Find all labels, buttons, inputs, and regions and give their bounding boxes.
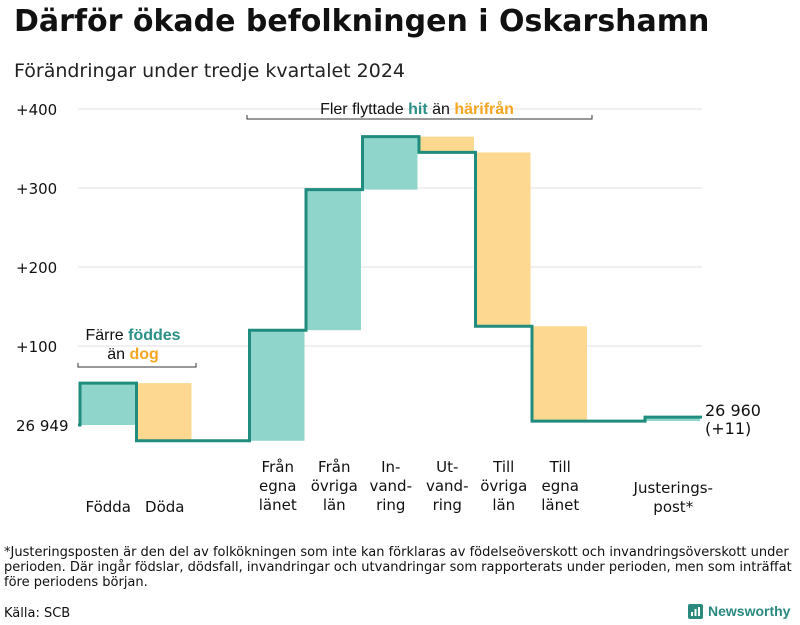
brand-logo: Newsworthy xyxy=(688,603,790,619)
category-label-line: Ut- xyxy=(436,458,458,476)
end-value-label: 26 960 xyxy=(705,401,761,420)
bar-6 xyxy=(420,136,474,153)
y-tick-label-2: +300 xyxy=(16,180,57,198)
footnote: *Justeringsposten är den del av folkökni… xyxy=(4,545,792,590)
annotation-segment: hit xyxy=(408,101,428,118)
category-label-4: Från övriga län xyxy=(311,458,358,514)
chart-logo-icon xyxy=(688,603,703,619)
category-label-line: länet xyxy=(541,496,579,514)
category-label-line: Till xyxy=(492,458,514,476)
bar-10 xyxy=(646,417,700,422)
category-label-line: post* xyxy=(653,498,693,516)
category-label-line: vand- xyxy=(426,477,469,495)
category-label-line: Till xyxy=(549,458,571,476)
category-label-line: egna xyxy=(542,477,579,495)
annotation-segment: Färre xyxy=(85,327,128,344)
category-label-line: In- xyxy=(381,458,400,476)
category-label-line: övriga xyxy=(311,477,358,495)
annotation-segment: än xyxy=(107,346,129,363)
category-label-line: övriga xyxy=(480,477,527,495)
y-tick-label-1: +200 xyxy=(16,259,57,277)
bar-1 xyxy=(138,383,192,441)
baseline-label: 26 949 xyxy=(16,417,69,435)
bar-5 xyxy=(364,136,418,190)
category-label-line: Från xyxy=(318,458,350,476)
category-label-line: vand- xyxy=(369,477,412,495)
category-label-line: ring xyxy=(433,496,462,514)
category-label-line: Födda xyxy=(85,498,131,516)
category-label-7: Till övriga län xyxy=(480,458,527,514)
y-tick-label-3: +400 xyxy=(16,101,57,119)
bar-4 xyxy=(307,189,361,331)
category-label-line: län xyxy=(492,496,515,514)
category-label-3: Från egna länet xyxy=(259,458,297,514)
bar-0 xyxy=(81,383,135,425)
y-tick-label-0: +100 xyxy=(16,338,57,356)
annotation-segment: Fler flyttade xyxy=(320,101,408,118)
category-label-5: In-vand-ring xyxy=(369,458,412,514)
category-label-line: Justerings- xyxy=(633,479,713,497)
bar-3 xyxy=(251,330,305,441)
category-label-line: länet xyxy=(259,496,297,514)
category-label-0: Födda xyxy=(85,498,131,516)
category-label-8: Till egna länet xyxy=(541,458,579,514)
annotation-moved-line-0: Fler flyttade hit än härifrån xyxy=(320,100,514,118)
category-label-line: län xyxy=(323,496,346,514)
category-label-line: Från xyxy=(262,458,294,476)
category-label-line: ring xyxy=(376,496,405,514)
annotation-segment: än xyxy=(428,101,455,118)
annotation-segment: dog xyxy=(129,346,158,363)
category-label-6: Ut-vand-ring xyxy=(426,458,469,514)
annotation-born-died-line-0: Färre föddes xyxy=(85,327,180,344)
source-label: Källa: SCB xyxy=(4,606,71,621)
category-label-10: Justerings-post* xyxy=(633,479,713,516)
bar-8 xyxy=(533,326,587,422)
end-change-label: (+11) xyxy=(705,419,751,438)
annotation-born-died-line-1: än dog xyxy=(107,346,159,363)
annotation-segment: härifrån xyxy=(454,100,514,118)
annotation-bracket-born-died xyxy=(77,363,197,368)
annotation-bracket-moved xyxy=(246,115,593,120)
annotation-segment: föddes xyxy=(128,327,181,344)
bar-7 xyxy=(477,152,531,327)
category-label-line: egna xyxy=(259,477,296,495)
cumulative-step-line xyxy=(78,135,702,443)
category-label-1: Döda xyxy=(145,498,184,516)
page-title: Därför ökade befolkningen i Oskarshamn xyxy=(14,4,710,39)
page-subtitle: Förändringar under tredje kvartalet 2024 xyxy=(14,60,406,82)
brand-name: Newsworthy xyxy=(708,603,791,619)
category-label-line: Döda xyxy=(145,498,184,516)
